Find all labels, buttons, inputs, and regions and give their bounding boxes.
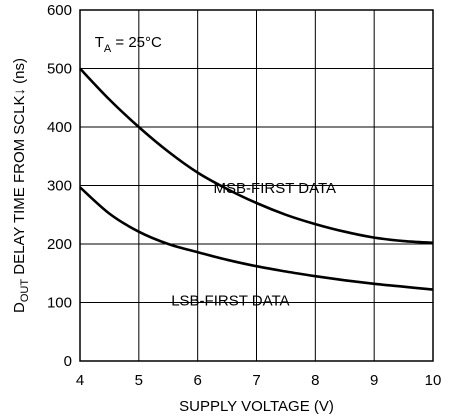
x-tick-label: 9 (370, 372, 378, 389)
plot-frame (79, 9, 434, 362)
x-tick-label: 5 (135, 372, 143, 389)
y-tick-labels: 0 100 200 300 400 500 600 (47, 2, 72, 370)
x-tick-labels: 4 5 6 7 8 9 10 (76, 372, 442, 389)
series-lines (79, 67, 434, 291)
x-tick-label: 6 (193, 372, 201, 389)
y-tick-label: 400 (47, 119, 72, 136)
y-tick-label: 200 (47, 236, 72, 253)
y-tick-label: 500 (47, 61, 72, 78)
series-line-msb-first (79, 67, 434, 245)
x-axis-title: SUPPLY VOLTAGE (V) (179, 398, 334, 415)
y-axis-title: DOUT DELAY TIME FROM SCLK↓ (ns) (11, 58, 31, 313)
x-tick-label: 4 (76, 372, 84, 389)
series-line-lsb-first (79, 186, 434, 291)
series-label-lsb-first: LSB-FIRST DATA (171, 292, 289, 309)
x-tick-label: 8 (311, 372, 319, 389)
series-label-msb-first: MSB-FIRST DATA (214, 180, 337, 197)
x-tick-label: 10 (425, 372, 442, 389)
y-tick-label: 0 (64, 353, 72, 370)
grid (80, 10, 433, 361)
y-tick-label: 300 (47, 178, 72, 195)
y-tick-label: 600 (47, 2, 72, 19)
temperature-annotation: TA = 25°C (95, 34, 162, 55)
y-tick-label: 100 (47, 295, 72, 312)
x-tick-label: 7 (252, 372, 260, 389)
